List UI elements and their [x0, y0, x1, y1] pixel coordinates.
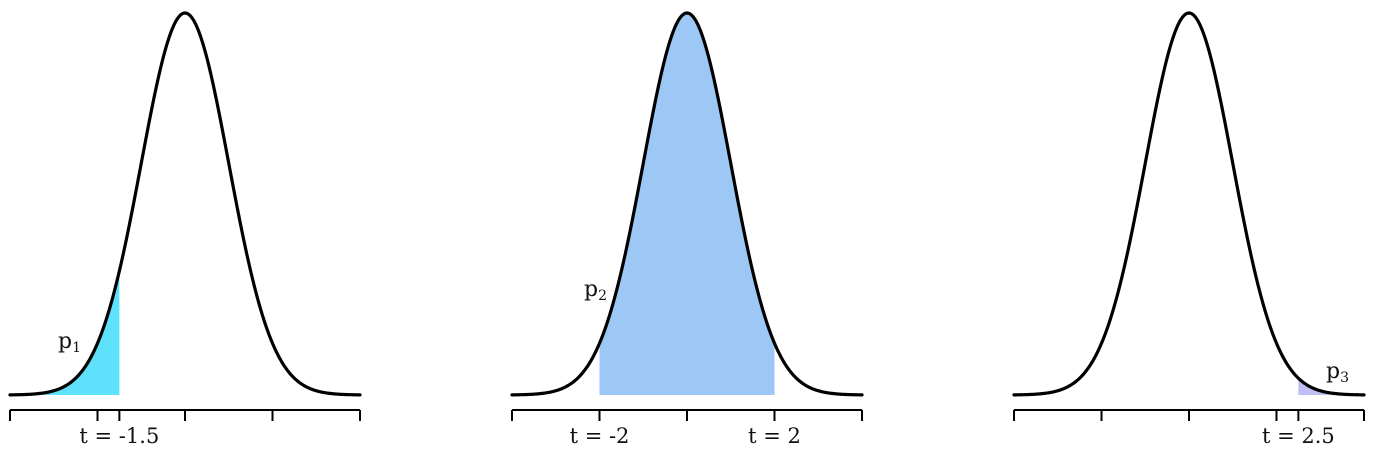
tick-label-1-1: t = -1.5 — [79, 424, 159, 447]
tick-label-2-2: t = 2 — [748, 424, 801, 447]
density-curve-3 — [1012, 11, 1366, 397]
shaded-region-2 — [599, 13, 775, 395]
panel-1: t = -1.5 p1 — [8, 11, 362, 448]
shaded-region-1 — [10, 270, 120, 395]
region-label-subscript: 2 — [598, 288, 607, 304]
region-label-subscript: 3 — [1340, 370, 1349, 386]
region-label-base: p — [1326, 359, 1340, 384]
panel-2: t = -2 t = 2 p2 — [510, 11, 864, 448]
tick-label-2-1: t = -2 — [570, 424, 630, 447]
region-label-base: p — [584, 277, 598, 302]
region-label-p2: p2 — [584, 277, 607, 304]
density-curve-1 — [8, 11, 362, 397]
region-label-p1: p1 — [58, 329, 81, 356]
density-curve-2 — [510, 11, 864, 397]
panel-3: t = 2.5 p3 — [1012, 11, 1366, 448]
region-label-p3: p3 — [1326, 359, 1349, 386]
region-label-subscript: 1 — [72, 340, 81, 356]
tick-label-3-1: t = 2.5 — [1262, 424, 1335, 447]
region-label-base: p — [58, 329, 72, 354]
shaded-region-3 — [1298, 378, 1364, 395]
